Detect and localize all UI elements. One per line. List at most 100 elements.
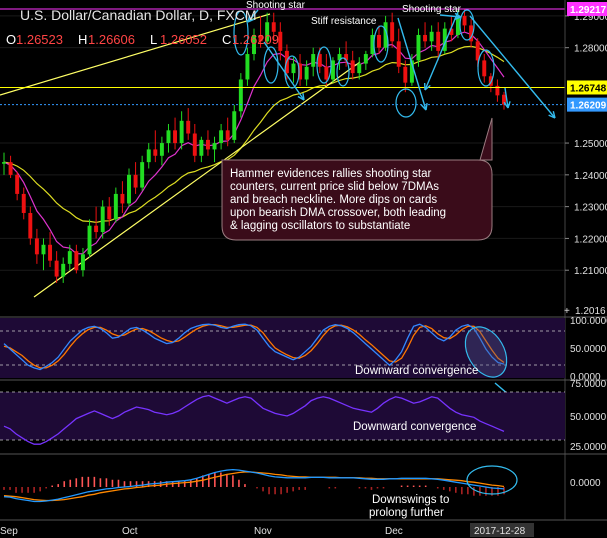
candle-body xyxy=(80,254,85,271)
ohlc-label-h: H xyxy=(78,32,87,47)
pattern-circle xyxy=(263,46,279,84)
support-trendline xyxy=(33,61,361,298)
candle xyxy=(133,162,138,194)
candle xyxy=(15,171,20,201)
price-tick-label: 1.21000 xyxy=(574,266,607,277)
ohlc-label-c: C xyxy=(222,32,231,47)
upper-trendline xyxy=(0,13,271,96)
slow-ma-line xyxy=(3,45,505,224)
candle xyxy=(48,232,53,268)
price-flag-label: 1.29217 xyxy=(570,5,607,16)
stoch-tick-50: 50.0000 xyxy=(570,344,607,355)
ohlc-readout: O 1.26523 H 1.26606 L 1.26052 C 1.26209 xyxy=(6,32,279,47)
shooting-star-arrow xyxy=(247,9,259,23)
stoch-tick-100: 100.0000 xyxy=(570,316,607,327)
price-tick-label: 1.25000 xyxy=(574,139,607,150)
candle-body xyxy=(212,143,217,150)
candle-body xyxy=(54,260,59,277)
arrow-head xyxy=(503,101,511,109)
pattern-circle xyxy=(373,25,389,63)
pattern-circle xyxy=(316,46,332,84)
candle xyxy=(61,257,66,283)
candle xyxy=(271,12,276,42)
candle-body xyxy=(232,111,237,140)
candle xyxy=(80,247,85,277)
note-line-4: upon bearish DMA crossover, both leading xyxy=(230,207,446,219)
price-flag-label: 1.26748 xyxy=(570,83,607,94)
fast-ma-line xyxy=(3,31,505,255)
candle-body xyxy=(403,66,408,83)
price-level-lines xyxy=(0,8,565,106)
candle xyxy=(330,57,335,83)
pattern-circle xyxy=(395,88,417,118)
stochastic-k-line xyxy=(3,323,505,371)
candle xyxy=(469,19,474,48)
candle-body xyxy=(159,143,164,156)
candle-body xyxy=(252,34,256,55)
candle xyxy=(179,111,184,150)
arrow-shaft xyxy=(247,9,259,23)
arrow-shaft xyxy=(469,15,556,119)
candle-body xyxy=(173,130,178,144)
analysis-note: Hammer evidences rallies shooting star c… xyxy=(221,117,493,241)
candle xyxy=(396,28,401,74)
arrow-shaft xyxy=(424,11,459,91)
price-drop-arrow xyxy=(503,87,511,109)
candle-body xyxy=(416,34,421,61)
plus-marker: + xyxy=(564,306,570,317)
candle-body xyxy=(436,31,441,51)
price-tick-label: 1.24000 xyxy=(574,171,607,182)
candle xyxy=(146,143,151,169)
price-tick-label: 1.28000 xyxy=(574,44,607,55)
month-label-oct: Oct xyxy=(122,526,138,537)
candle-body xyxy=(370,34,375,55)
candle-body xyxy=(475,41,480,61)
arrow-head xyxy=(297,92,305,101)
stochastic-panel: Downward convergence 100.0000 50.0000 0.… xyxy=(0,316,607,383)
rsi-tick-25: 25.0000 xyxy=(570,442,607,453)
candle-body xyxy=(377,34,381,48)
candle xyxy=(87,219,92,258)
candle xyxy=(100,200,105,239)
shooting-star-label-2: Shooting star xyxy=(402,4,462,15)
candle xyxy=(127,168,131,207)
chart-header: U.S. Dollar/Canadian Dollar, D, FXCM O 1.… xyxy=(6,7,279,47)
candle-body xyxy=(74,251,79,271)
candle xyxy=(383,15,388,51)
month-label-nov: Nov xyxy=(254,526,272,537)
candle xyxy=(324,54,329,86)
candle xyxy=(166,123,171,153)
pattern-circle xyxy=(477,49,495,87)
arrow-head xyxy=(548,111,556,119)
price-flags: 1.29217 1.26748 1.26209 xyxy=(567,1,607,112)
candle xyxy=(8,155,13,179)
candle xyxy=(278,22,283,61)
macd-panel: Downswings to prolong further 0.0000 xyxy=(0,453,607,519)
candle-body xyxy=(271,22,276,32)
stochastic-annotation: Downward convergence xyxy=(355,365,478,377)
candle xyxy=(54,251,59,283)
candle-body xyxy=(317,54,322,67)
candle xyxy=(186,108,191,140)
ohlc-value-o: 1.26523 xyxy=(16,32,63,47)
candle-body xyxy=(462,15,467,26)
price-flag-box xyxy=(567,1,607,16)
price-flag-box xyxy=(567,80,607,95)
candle-body xyxy=(363,54,368,64)
candle-body xyxy=(67,251,72,264)
candle xyxy=(219,123,224,150)
price-flag-box xyxy=(567,97,607,112)
candle-body xyxy=(61,263,66,277)
ohlc-label-l: L xyxy=(150,32,157,47)
candle xyxy=(74,244,79,274)
candle-body xyxy=(330,60,335,80)
candle-body xyxy=(2,162,6,164)
candle-body xyxy=(396,41,401,67)
candle xyxy=(245,47,250,86)
trendlines xyxy=(0,13,361,298)
candle-body xyxy=(265,22,270,42)
candle xyxy=(94,206,99,239)
candle xyxy=(192,123,197,163)
candle-body xyxy=(8,162,13,175)
